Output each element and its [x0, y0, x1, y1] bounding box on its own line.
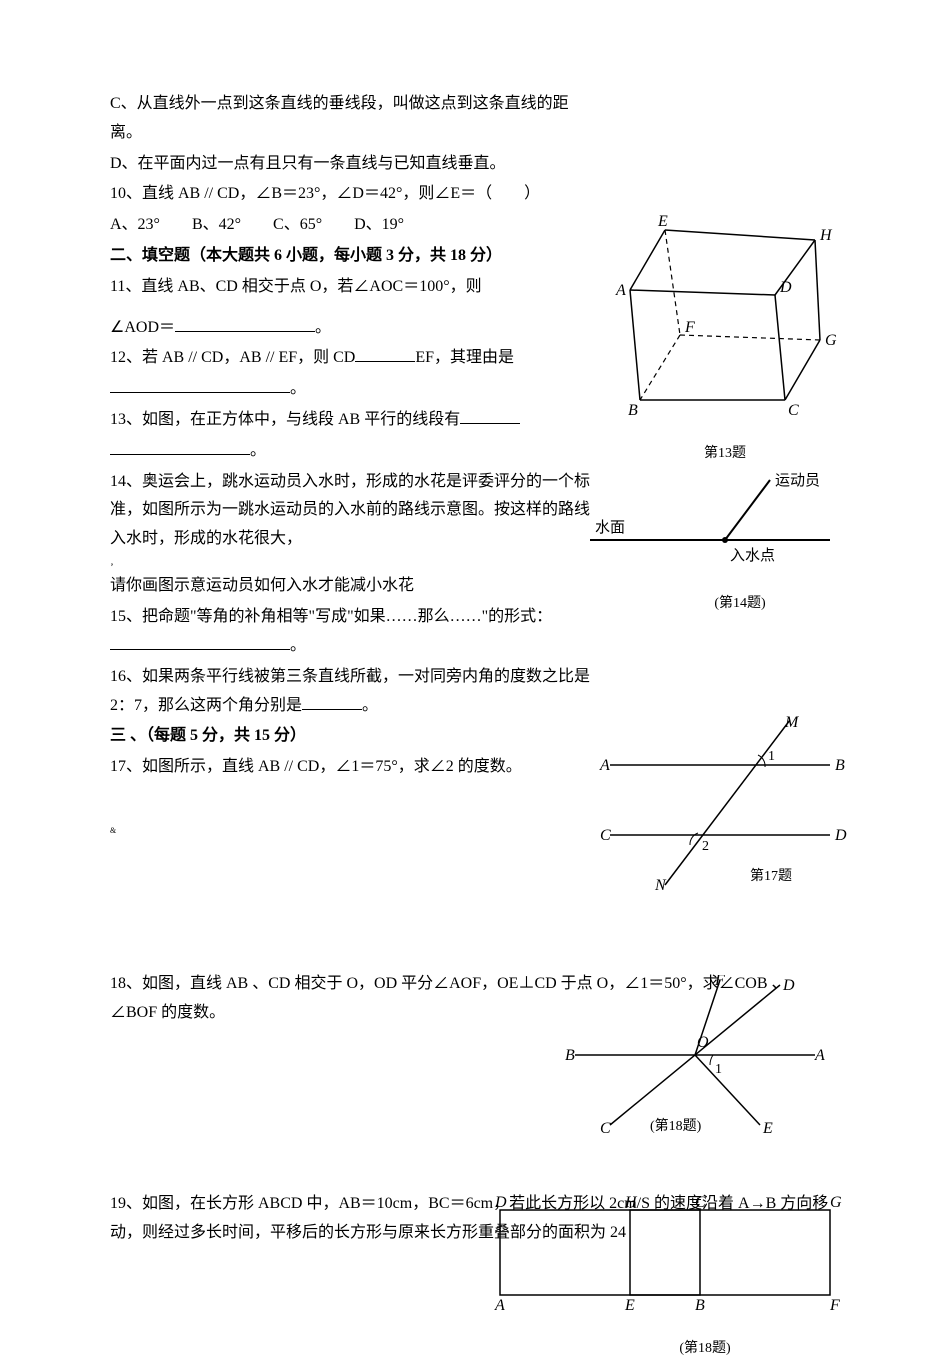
- svg-text:A: A: [494, 1297, 505, 1314]
- diver-svg: 运动员 水面 入水点: [580, 470, 840, 580]
- q12-blank2[interactable]: [110, 377, 290, 393]
- q15-suffix: 。: [290, 637, 306, 654]
- q12-suffix: 。: [290, 380, 306, 397]
- q12-b: EF，其理由是: [415, 349, 514, 366]
- svg-text:入水点: 入水点: [730, 547, 775, 564]
- svg-text:E: E: [657, 213, 668, 230]
- svg-text:N: N: [654, 877, 667, 894]
- q11-suffix: 。: [315, 319, 331, 336]
- q16-blank[interactable]: [302, 694, 362, 710]
- figure-13-cube: E H A D F G B C 第13题: [610, 210, 840, 466]
- q13-line: 13、如图，在正方体中，与线段 AB 平行的线段有: [110, 406, 590, 435]
- q13-blank-line: 。: [110, 437, 590, 466]
- svg-text:F: F: [829, 1297, 840, 1314]
- svg-text:F: F: [684, 319, 695, 336]
- figure-14-diver: 运动员 水面 入水点 (第14题): [580, 470, 840, 616]
- svg-text:A: A: [814, 1047, 825, 1064]
- svg-text:C: C: [600, 827, 611, 844]
- figure-19: A D H C G E B F (第18题): [480, 1195, 850, 1361]
- svg-text:B: B: [835, 757, 845, 774]
- svg-text:E: E: [624, 1297, 635, 1314]
- svg-text:H: H: [624, 1195, 638, 1211]
- q10: 10、直线 AB // CD，∠B＝23°，∠D＝42°，则∠E＝（ ）: [110, 180, 590, 209]
- q11-blank-line: ∠AOD＝ 。: [110, 314, 590, 343]
- fig19-svg: A D H C G E B F: [480, 1195, 850, 1325]
- svg-text:D: D: [834, 827, 847, 844]
- svg-text:第17题: 第17题: [750, 867, 792, 884]
- q14: 14、奥运会上，跳水运动员入水时，形成的水花是评委评分的一个标准，如图所示为一跳…: [110, 468, 590, 554]
- q13-text: 13、如图，在正方体中，与线段 AB 平行的线段有: [110, 411, 460, 428]
- svg-text:D: D: [779, 279, 792, 296]
- svg-text:2: 2: [702, 839, 709, 854]
- fig17-svg: A B C D M N 1 2 第17题: [590, 715, 850, 895]
- figure-18: A B C D E F O 1 (第18题): [555, 975, 835, 1146]
- svg-text:B: B: [565, 1047, 575, 1064]
- svg-text:水面: 水面: [595, 519, 625, 536]
- q13-blank2[interactable]: [110, 439, 250, 455]
- small-mark2: &: [110, 824, 590, 838]
- option-d: D、在平面内过一点有且只有一条直线与已知直线垂直。: [110, 150, 590, 179]
- q13-blank1[interactable]: [460, 408, 520, 424]
- q11-prefix: ∠AOD＝: [110, 319, 175, 336]
- q17: 17、如图所示，直线 AB // CD，∠1＝75°，求∠2 的度数。: [110, 753, 590, 782]
- svg-text:G: G: [830, 1195, 842, 1211]
- q10-options: A、23° B、42° C、65° D、19°: [110, 211, 590, 240]
- svg-text:(第18题): (第18题): [650, 1117, 702, 1134]
- svg-text:运动员: 运动员: [775, 472, 820, 489]
- svg-text:1: 1: [715, 1062, 722, 1077]
- q12-blank-line: 。: [110, 375, 590, 404]
- q13-suffix: 。: [250, 442, 266, 459]
- option-c: C、从直线外一点到这条直线的垂线段，叫做这点到这条直线的距离。: [110, 90, 590, 148]
- q16-suffix: 。: [362, 697, 378, 714]
- q12-line: 12、若 AB // CD，AB // EF，则 CD EF，其理由是: [110, 344, 590, 373]
- svg-text:D: D: [782, 977, 795, 994]
- svg-text:A: A: [599, 757, 610, 774]
- section-2-title: 二、填空题（本大题共 6 小题，每小题 3 分，共 18 分）: [110, 242, 590, 271]
- q15-line: 15、把命题"等角的补角相等"写成"如果……那么……"的形式： 。: [110, 603, 590, 661]
- svg-text:D: D: [494, 1195, 507, 1211]
- q12-a: 12、若 AB // CD，AB // EF，则 CD: [110, 349, 355, 366]
- q12-blank1[interactable]: [355, 346, 415, 362]
- svg-text:G: G: [825, 332, 837, 349]
- svg-text:M: M: [784, 715, 800, 731]
- cube-svg: E H A D F G B C: [610, 210, 840, 430]
- q15-blank[interactable]: [110, 634, 290, 650]
- q14b: 请你画图示意运动员如何入水才能减小水花: [110, 572, 590, 601]
- svg-text:E: E: [762, 1120, 773, 1135]
- svg-text:H: H: [819, 227, 833, 244]
- q16-line: 16、如果两条平行线被第三条直线所截，一对同旁内角的度数之比是 2：7，那么这两…: [110, 663, 590, 721]
- svg-text:C: C: [695, 1195, 706, 1211]
- fig14-label: (第14题): [580, 591, 840, 616]
- q11: 11、直线 AB、CD 相交于点 O，若∠AOC＝100°，则: [110, 273, 590, 302]
- fig13-label: 第13题: [610, 441, 840, 466]
- svg-text:C: C: [600, 1120, 611, 1135]
- svg-text:C: C: [788, 402, 799, 419]
- svg-text:B: B: [628, 402, 638, 419]
- svg-text:1: 1: [768, 749, 775, 764]
- figure-17: A B C D M N 1 2 第17题: [590, 715, 850, 906]
- svg-text:A: A: [615, 282, 626, 299]
- fig19-label: (第18题): [480, 1336, 850, 1361]
- svg-text:F: F: [714, 975, 725, 989]
- svg-text:B: B: [695, 1297, 705, 1314]
- svg-text:O: O: [697, 1034, 709, 1051]
- small-mark: ，: [110, 556, 590, 570]
- section-3-title: 三 、（每题 5 分，共 15 分）: [110, 722, 590, 751]
- q11-blank[interactable]: [175, 316, 315, 332]
- fig18-svg: A B C D E F O 1 (第18题): [555, 975, 835, 1135]
- q15-text: 15、把命题"等角的补角相等"写成"如果……那么……"的形式：: [110, 608, 552, 625]
